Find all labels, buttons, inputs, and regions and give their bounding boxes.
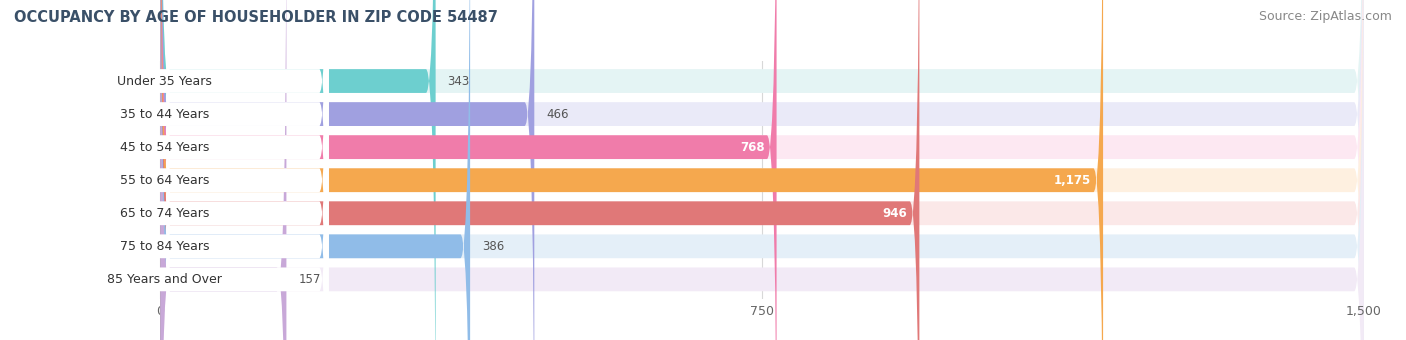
Text: 85 Years and Over: 85 Years and Over	[107, 273, 222, 286]
FancyBboxPatch shape	[0, 0, 329, 340]
Text: Source: ZipAtlas.com: Source: ZipAtlas.com	[1258, 10, 1392, 23]
Text: 1,175: 1,175	[1054, 174, 1091, 187]
Text: 768: 768	[740, 141, 765, 154]
Text: 466: 466	[547, 107, 569, 121]
FancyBboxPatch shape	[160, 0, 920, 340]
FancyBboxPatch shape	[160, 0, 1364, 340]
Text: 65 to 74 Years: 65 to 74 Years	[120, 207, 209, 220]
FancyBboxPatch shape	[160, 0, 776, 340]
FancyBboxPatch shape	[160, 0, 534, 340]
Text: Under 35 Years: Under 35 Years	[117, 74, 212, 87]
FancyBboxPatch shape	[160, 0, 436, 340]
FancyBboxPatch shape	[160, 0, 1364, 340]
FancyBboxPatch shape	[160, 0, 1364, 340]
FancyBboxPatch shape	[160, 0, 1364, 340]
FancyBboxPatch shape	[0, 0, 329, 340]
FancyBboxPatch shape	[0, 0, 329, 340]
FancyBboxPatch shape	[160, 0, 470, 340]
FancyBboxPatch shape	[0, 0, 329, 340]
Text: OCCUPANCY BY AGE OF HOUSEHOLDER IN ZIP CODE 54487: OCCUPANCY BY AGE OF HOUSEHOLDER IN ZIP C…	[14, 10, 498, 25]
Text: 45 to 54 Years: 45 to 54 Years	[120, 141, 209, 154]
FancyBboxPatch shape	[160, 0, 287, 340]
Text: 35 to 44 Years: 35 to 44 Years	[120, 107, 209, 121]
FancyBboxPatch shape	[160, 0, 1364, 340]
FancyBboxPatch shape	[0, 0, 329, 340]
FancyBboxPatch shape	[160, 0, 1364, 340]
FancyBboxPatch shape	[160, 0, 1364, 340]
Text: 75 to 84 Years: 75 to 84 Years	[120, 240, 209, 253]
Text: 386: 386	[482, 240, 505, 253]
Text: 946: 946	[883, 207, 907, 220]
FancyBboxPatch shape	[160, 0, 1104, 340]
Text: 343: 343	[447, 74, 470, 87]
Text: 157: 157	[298, 273, 321, 286]
FancyBboxPatch shape	[0, 0, 329, 340]
Text: 55 to 64 Years: 55 to 64 Years	[120, 174, 209, 187]
FancyBboxPatch shape	[0, 0, 329, 340]
